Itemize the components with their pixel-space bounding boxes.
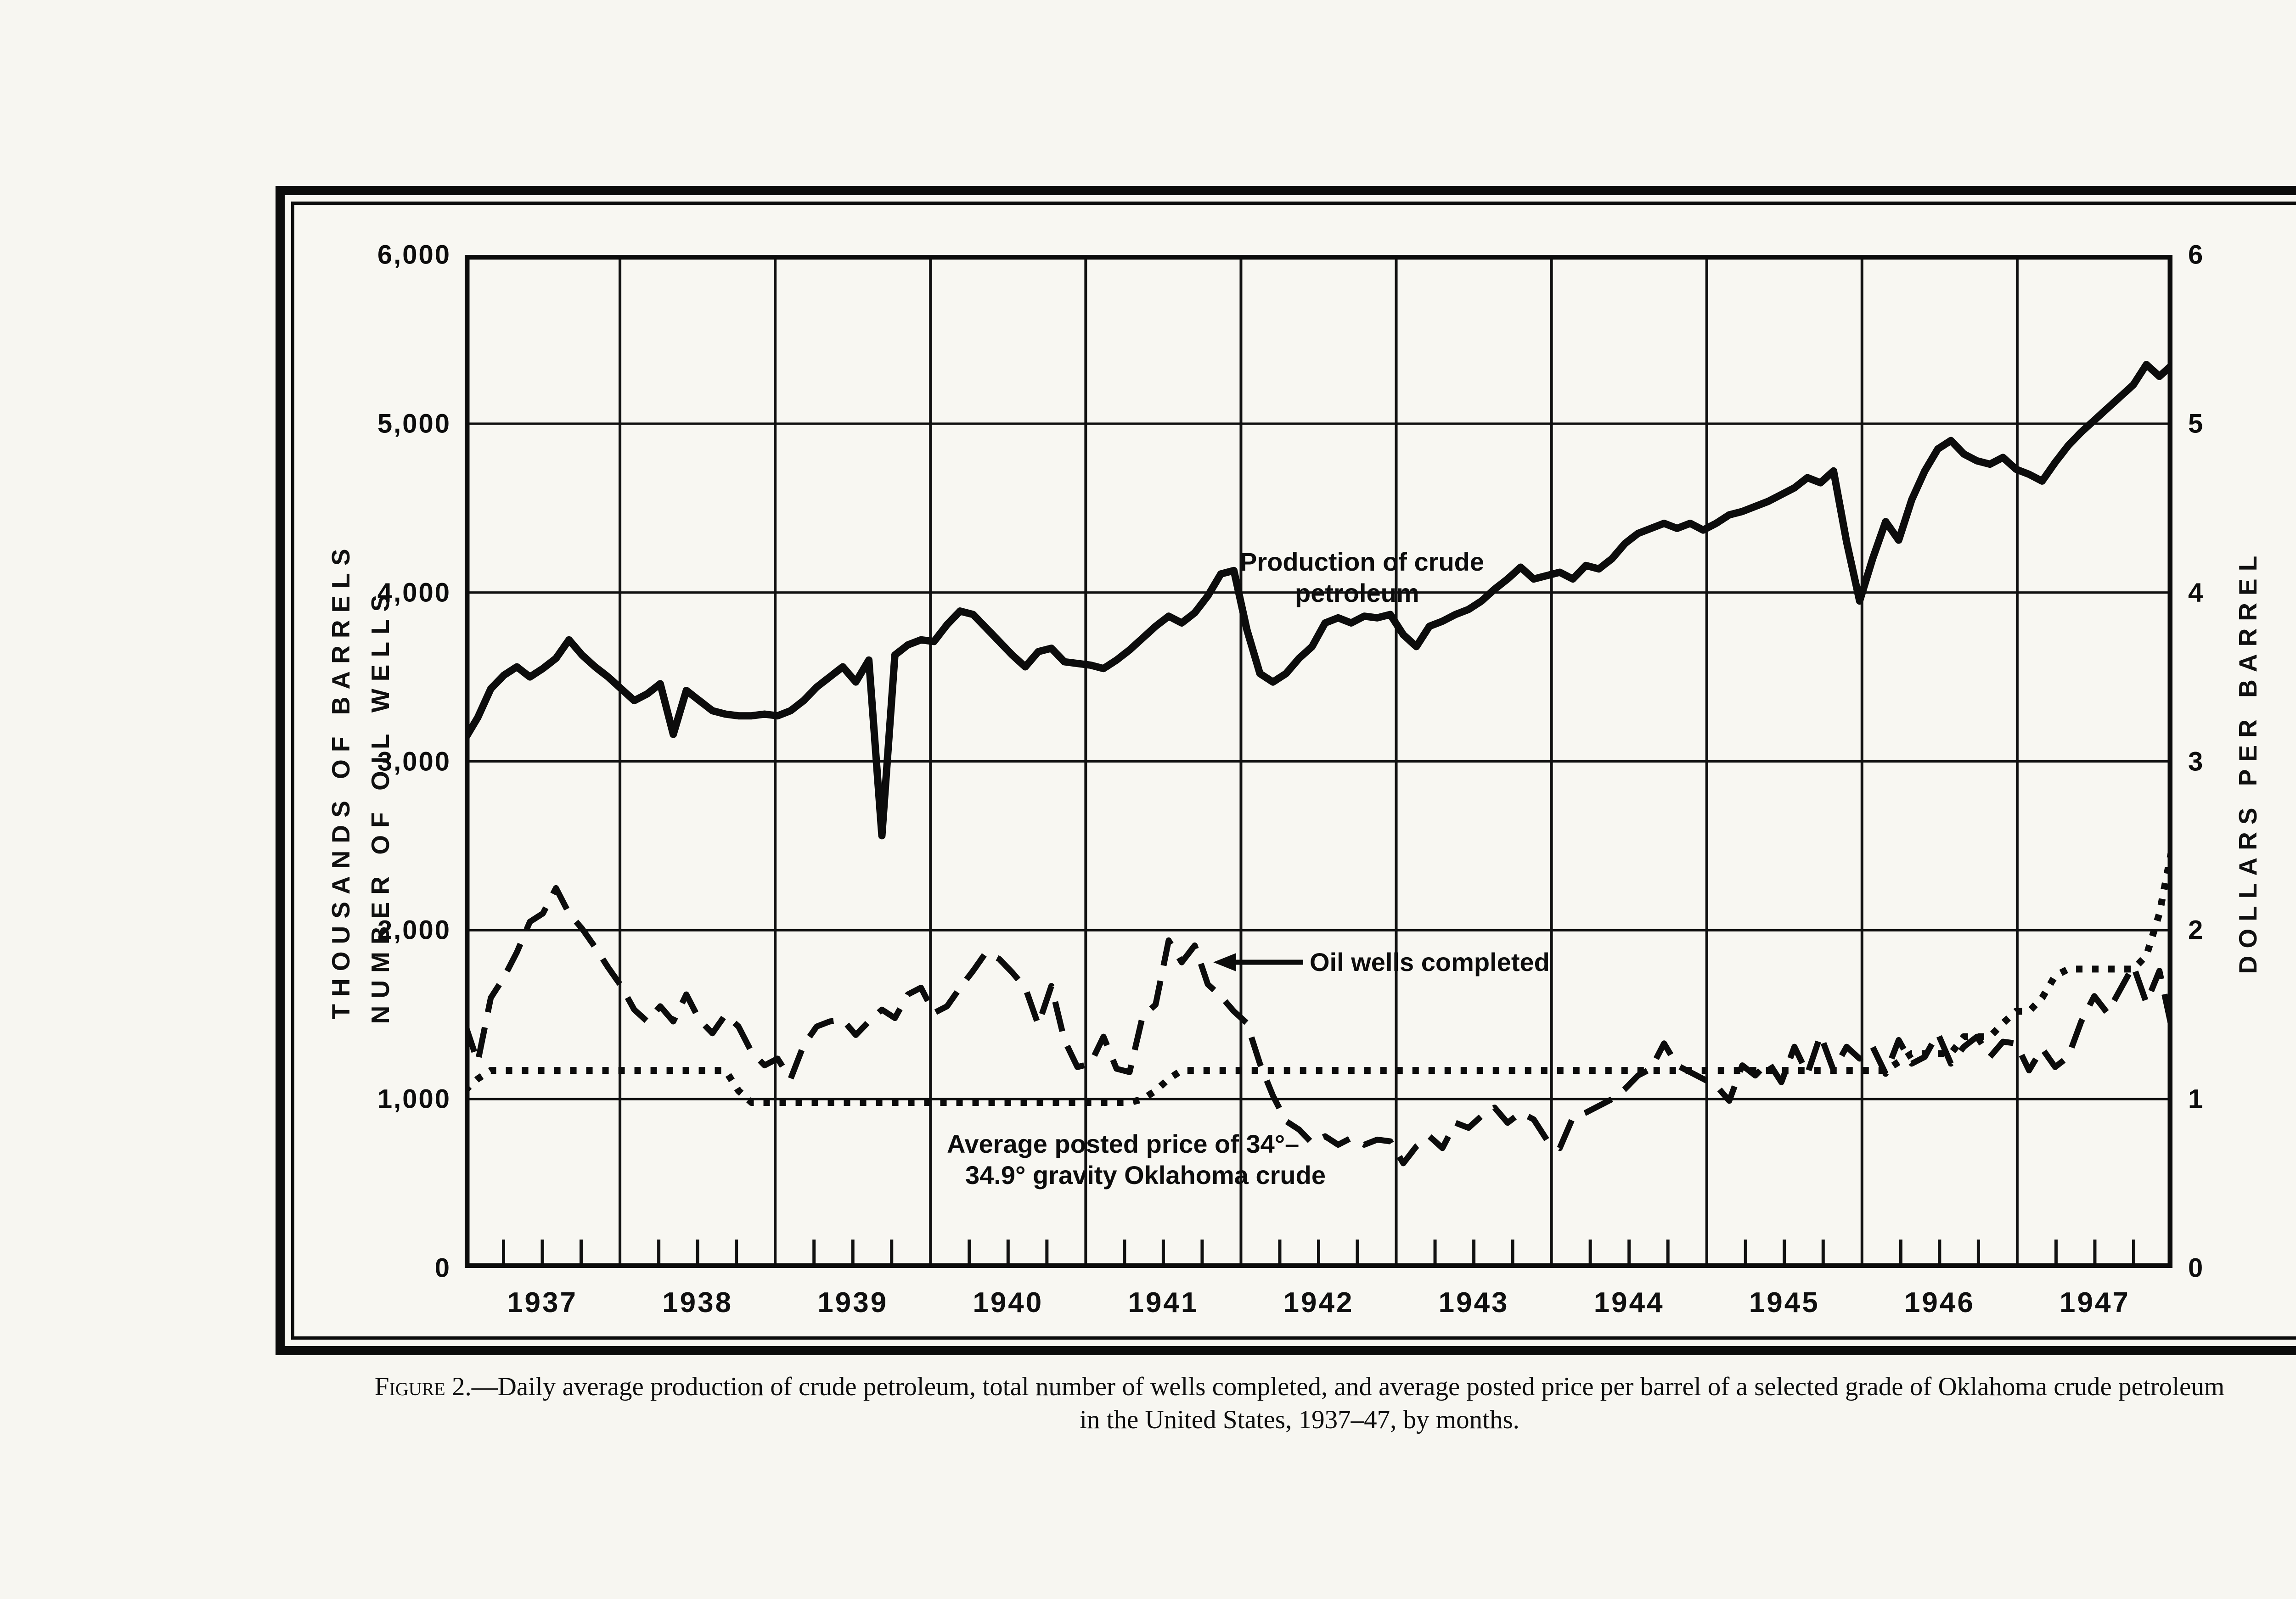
price-annotation: Average posted price of 34°– 34.9° gravi… (947, 1128, 1326, 1191)
wells-annotation: Oil wells completed (1310, 948, 1550, 976)
price-annotation-line1: Average posted price of 34°– (947, 1129, 1300, 1158)
series-solid-line (465, 361, 2172, 840)
right-axis-tick: 0 (2188, 1253, 2203, 1283)
figure-caption-line2: in the United States, 1937–47, by months… (1080, 1405, 1519, 1434)
series-dotted-line (465, 845, 2172, 1106)
x-axis-year-label: 1946 (1904, 1287, 1975, 1318)
production-annotation: Production of crude petroleum (1240, 546, 1484, 609)
x-axis-year-label: 1941 (1128, 1287, 1199, 1318)
series-dashed-line (465, 885, 2172, 1167)
left-axis-tick: 2,000 (377, 915, 451, 945)
plot-border (465, 255, 2172, 1268)
figure-frame-inner-rule (291, 202, 2296, 1340)
plot-svg (465, 255, 2172, 1268)
right-axis-tick: 1 (2188, 1084, 2203, 1114)
production-annotation-line1: Production of crude (1240, 547, 1484, 576)
left-axis-tick: 3,000 (377, 746, 451, 776)
left-axis-tick: 6,000 (377, 240, 451, 270)
right-axis-tick: 4 (2188, 578, 2203, 608)
x-axis-year-label: 1940 (973, 1287, 1044, 1318)
x-axis-year-label: 1942 (1283, 1287, 1354, 1318)
left-axis-tick: 1,000 (377, 1084, 451, 1114)
right-axis-tick: 5 (2188, 409, 2203, 439)
x-axis-year-label: 1938 (662, 1287, 733, 1318)
right-axis-title-dollars: DOLLARS PER BARREL (2234, 548, 2262, 974)
x-axis-year-label: 1939 (817, 1287, 889, 1318)
left-axis-title-barrels: THOUSANDS OF BARRELS (326, 541, 355, 1020)
x-axis-year-label: 1945 (1749, 1287, 1820, 1318)
figure-caption: Figure 2.—Daily average production of cr… (257, 1370, 2296, 1436)
left-axis-tick: 4,000 (377, 578, 451, 608)
price-annotation-line2: 34.9° gravity Oklahoma crude (965, 1161, 1326, 1189)
figure-caption-label: Figure 2. (374, 1372, 472, 1401)
x-axis-year-label: 1944 (1593, 1287, 1665, 1318)
right-axis-tick: 3 (2188, 746, 2203, 776)
production-annotation-line2: petroleum (1295, 578, 1419, 607)
wells-annotation-arrow (1213, 953, 1303, 971)
right-axis-tick: 2 (2188, 915, 2203, 945)
left-axis-title-wells: NUMBER OF OIL WELLS (366, 587, 394, 1024)
x-axis-year-label: 1947 (2059, 1287, 2130, 1318)
figure-frame (276, 186, 2296, 1355)
x-axis-year-label: 1943 (1438, 1287, 1509, 1318)
x-axis-year-label: 1937 (507, 1287, 578, 1318)
right-axis-tick: 6 (2188, 240, 2203, 270)
left-axis-tick: 5,000 (377, 409, 451, 439)
left-axis-tick: 0 (434, 1253, 451, 1283)
figure-caption-line1: —Daily average production of crude petro… (471, 1372, 2225, 1401)
